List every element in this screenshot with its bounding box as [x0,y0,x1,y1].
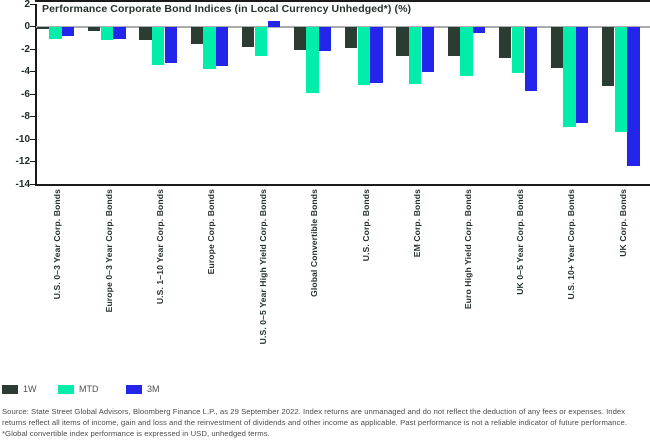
bar-mtd [100,26,113,41]
bar-3m [61,26,75,36]
bar-3m [473,26,486,34]
bar-3m [113,26,126,40]
y-tick-label: -4 [21,66,30,78]
category-label: U.S. 10+ Year Corp. Bonds [566,189,577,300]
bar-mtd [614,26,627,133]
bar-1w [242,26,255,47]
bar-3m [164,26,178,63]
y-axis [35,4,37,185]
bar-1w [344,26,358,49]
bar-3m [370,26,383,83]
category-label: Europe Corp. Bonds [206,189,217,275]
legend-swatch-mtd [58,385,74,394]
y-tick-label: -14 [15,178,30,190]
y-tick-label: -12 [15,156,30,168]
bar-1w [550,26,563,69]
bar-3m [216,26,229,67]
category-label: UK Corp. Bonds [617,189,628,257]
bar-1w [447,26,461,56]
bar-mtd [254,26,268,56]
bar-1w [139,26,152,41]
bar-1w [190,26,204,44]
y-tick-label: -8 [21,111,30,123]
bar-mtd [49,26,62,40]
category-label: EM Corp. Bonds [411,189,422,258]
bar-mtd [563,26,576,127]
y-tick-mark [30,138,35,140]
y-tick-mark [30,3,35,5]
category-label: Europe 0–3 Year Corp. Bonds [103,189,114,313]
category-label: U.S. 0–3 Year Corp. Bonds [52,189,63,300]
bar-1w [601,26,615,87]
bar-mtd [203,26,216,70]
bar-3m [627,26,640,167]
bar-1w [36,26,49,29]
bar-mtd [152,26,165,65]
bar-mtd [460,26,473,77]
y-tick-label: -6 [21,88,30,100]
category-label: U.S. 0–5 Year High Yield Corp. Bonds [257,189,268,345]
category-label: Global Convertible Bonds [309,189,320,297]
bar-3m [267,21,280,27]
bar-mtd [357,26,370,86]
legend-label: 1W [23,384,37,394]
legend-label: MTD [79,384,99,394]
y-tick-mark [30,48,35,50]
zero-baseline [36,25,650,28]
top-rule [35,0,650,2]
x-axis [35,184,650,186]
category-label: UK 0–5 Year Corp. Bonds [514,189,525,295]
bar-1w [499,26,512,59]
bar-mtd [511,26,525,73]
legend-swatch-1w [2,385,18,394]
y-tick-mark [30,183,35,185]
bar-3m [575,26,589,124]
bar-mtd [306,26,319,94]
legend-label: 3M [147,384,160,394]
y-tick-mark [30,71,35,73]
bar-3m [524,26,537,91]
bar-1w [87,26,101,32]
category-label: Euro High Yield Corp. Bonds [463,189,474,310]
bar-mtd [409,26,422,85]
y-tick-label: -10 [15,133,30,145]
bar-1w [396,26,409,56]
bar-1w [293,26,306,51]
y-tick-label: -2 [21,43,30,55]
source-footnote: Source: State Street Global Advisors, Bl… [2,407,627,438]
category-label: U.S. Corp. Bonds [360,189,371,262]
bar-3m [421,26,435,72]
y-tick-mark [30,161,35,163]
y-tick-mark [30,93,35,95]
y-tick-label: 2 [24,0,30,10]
y-tick-mark [30,26,35,28]
y-tick-mark [30,116,35,118]
y-tick-label: 0 [24,21,30,33]
bar-3m [318,26,332,52]
legend-swatch-3m [126,385,142,394]
category-label: U.S. 1–10 Year Corp. Bonds [154,189,165,305]
chart-title: Performance Corporate Bond Indices (in L… [42,3,412,15]
